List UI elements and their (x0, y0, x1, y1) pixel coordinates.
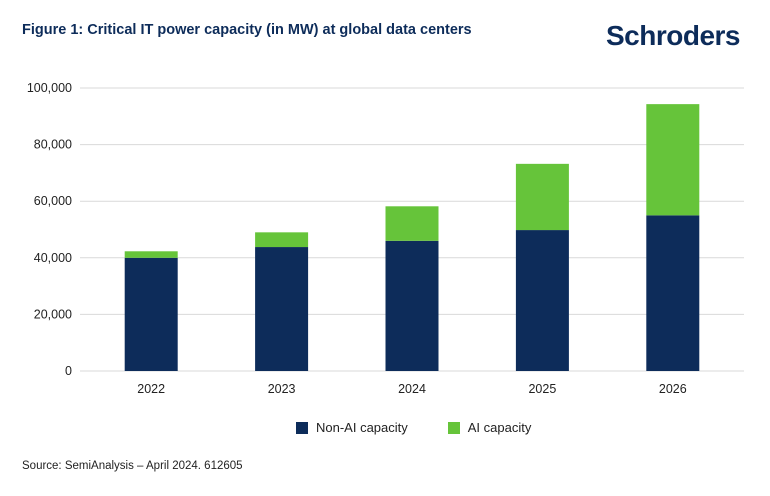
y-tick-label: 100,000 (27, 81, 72, 95)
bar-non-ai-2024 (385, 240, 439, 371)
legend: Non-AI capacity AI capacity (296, 420, 571, 435)
schroders-logo: Schroders (606, 20, 741, 51)
legend-swatch-non-ai (296, 421, 308, 434)
y-tick-label: 60,000 (34, 194, 72, 208)
bar-ai-2023 (255, 232, 309, 248)
legend-label-ai: AI capacity (467, 420, 532, 435)
legend-label-non-ai: Non-AI capacity (316, 420, 408, 435)
bars (124, 104, 700, 371)
x-tick-label: 2022 (137, 382, 165, 396)
x-tick-label: 2026 (659, 382, 687, 396)
y-tick-label: 80,000 (34, 138, 72, 152)
bar-non-ai-2023 (255, 247, 309, 371)
legend-item-non-ai: Non-AI capacity (296, 420, 408, 435)
bar-ai-2025 (515, 163, 569, 231)
legend-item-ai: AI capacity (447, 420, 532, 435)
x-tick-label: 2023 (268, 382, 296, 396)
bar-non-ai-2022 (124, 257, 178, 371)
y-tick-label: 0 (65, 364, 72, 378)
bar-non-ai-2026 (646, 215, 700, 371)
chart-title: Figure 1: Critical IT power capacity (in… (22, 22, 472, 38)
bar-ai-2024 (385, 206, 439, 241)
y-axis-ticks: 0 20,000 40,000 60,000 80,000 100,000 (27, 81, 72, 378)
bar-ai-2022 (124, 251, 178, 258)
source-note: Source: SemiAnalysis – April 2024. 61260… (22, 460, 243, 472)
x-axis-ticks: 2022 2023 2024 2025 2026 (137, 382, 686, 396)
x-tick-label: 2024 (398, 382, 426, 396)
y-tick-label: 20,000 (34, 307, 72, 321)
bar-non-ai-2025 (515, 230, 569, 371)
y-tick-label: 40,000 (34, 251, 72, 265)
x-tick-label: 2025 (528, 382, 556, 396)
legend-swatch-ai (447, 421, 460, 434)
bar-ai-2026 (646, 104, 700, 216)
